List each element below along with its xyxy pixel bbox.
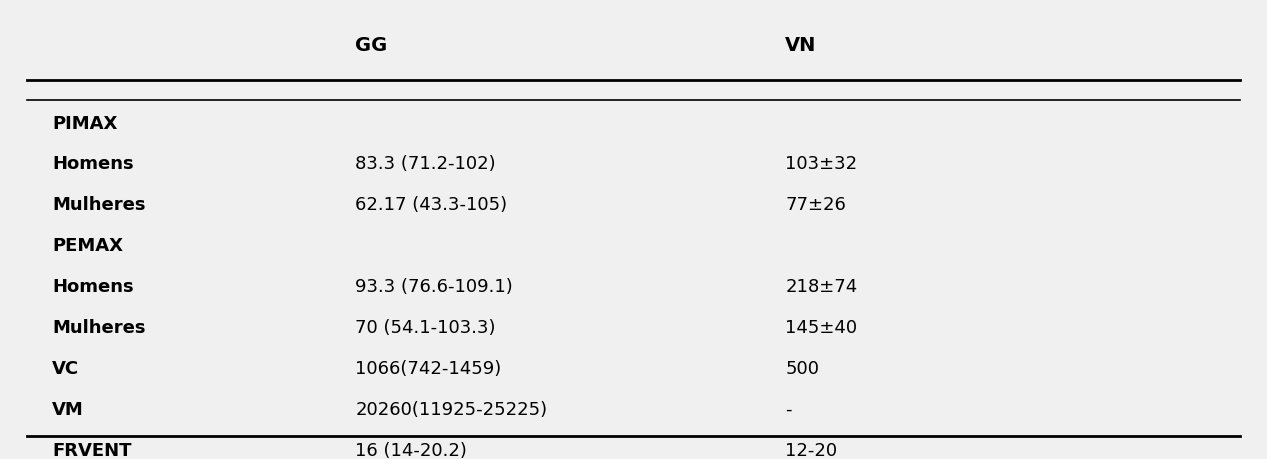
Text: 93.3 (76.6-109.1): 93.3 (76.6-109.1) — [355, 278, 513, 296]
Text: 77±26: 77±26 — [786, 196, 846, 214]
Text: 62.17 (43.3-105): 62.17 (43.3-105) — [355, 196, 508, 214]
Text: Mulheres: Mulheres — [52, 196, 146, 214]
Text: 218±74: 218±74 — [786, 278, 858, 296]
Text: 70 (54.1-103.3): 70 (54.1-103.3) — [355, 318, 495, 336]
Text: -: - — [786, 400, 792, 418]
Text: 16 (14-20.2): 16 (14-20.2) — [355, 441, 468, 459]
Text: PEMAX: PEMAX — [52, 237, 123, 255]
Text: Homens: Homens — [52, 278, 133, 296]
Text: 500: 500 — [786, 359, 820, 377]
Text: 20260(11925-25225): 20260(11925-25225) — [355, 400, 547, 418]
Text: VM: VM — [52, 400, 84, 418]
Text: 1066(742-1459): 1066(742-1459) — [355, 359, 502, 377]
Text: VC: VC — [52, 359, 79, 377]
Text: Homens: Homens — [52, 155, 133, 173]
Text: 83.3 (71.2-102): 83.3 (71.2-102) — [355, 155, 495, 173]
Text: 145±40: 145±40 — [786, 318, 858, 336]
Text: FRVENT: FRVENT — [52, 441, 132, 459]
Text: Mulheres: Mulheres — [52, 318, 146, 336]
Text: PIMAX: PIMAX — [52, 114, 118, 132]
Text: 12-20: 12-20 — [786, 441, 837, 459]
Text: 103±32: 103±32 — [786, 155, 858, 173]
Text: VN: VN — [786, 36, 817, 55]
Text: GG: GG — [355, 36, 388, 55]
